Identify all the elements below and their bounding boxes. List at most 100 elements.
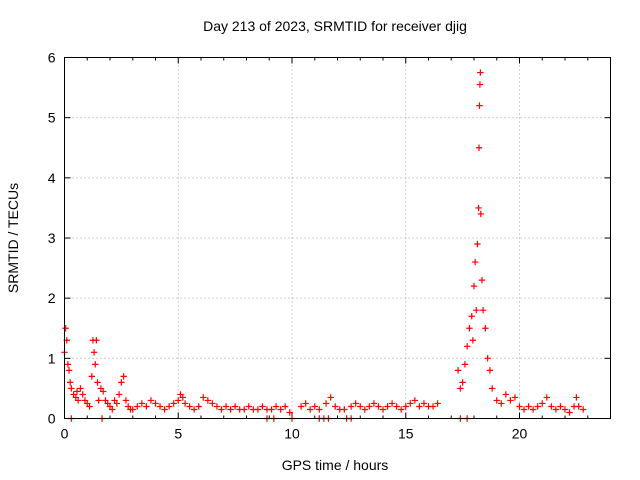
data-point [268, 406, 275, 413]
data-point [165, 403, 173, 410]
data-point [79, 391, 86, 398]
data-point [580, 406, 587, 413]
data-point [416, 403, 423, 410]
data-point [478, 276, 486, 284]
data-point [511, 394, 519, 401]
data-point [227, 406, 234, 413]
data-point [434, 400, 441, 407]
tick-layer: 0 5 10 15 20 0 1 2 3 4 5 6 [48, 50, 611, 442]
data-point [341, 406, 348, 413]
data-point [93, 337, 100, 344]
data-point [388, 400, 396, 407]
data-point [245, 403, 252, 410]
data-point [109, 406, 116, 413]
data-point [68, 385, 75, 392]
data-point [64, 361, 72, 368]
data-point [507, 397, 514, 404]
x-tick-label: 20 [512, 426, 528, 442]
data-point [561, 406, 569, 413]
y-tick-label: 2 [48, 290, 56, 306]
data-point [311, 403, 318, 410]
data-point [379, 406, 387, 413]
data-point [520, 406, 528, 413]
data-point [302, 400, 309, 407]
plot-frame [64, 57, 611, 419]
data-point [461, 361, 469, 368]
data-point [502, 391, 510, 398]
data-point [370, 400, 378, 407]
data-point [493, 397, 500, 404]
chart-title: Day 213 of 2023, SRMTID for receiver dji… [203, 18, 467, 34]
data-point [115, 391, 123, 398]
data-point [218, 406, 225, 413]
data-point [459, 379, 466, 386]
data-point [573, 394, 580, 401]
data-point [477, 210, 485, 218]
data-point [357, 403, 364, 410]
data-point [466, 325, 473, 332]
data-point [557, 403, 564, 410]
data-point [463, 343, 471, 350]
data-point [156, 403, 164, 410]
data-point [366, 403, 373, 410]
data-point [375, 403, 382, 410]
data-point [516, 403, 523, 410]
data-point [152, 400, 159, 407]
data-point [327, 394, 334, 401]
x-tick-label: 10 [284, 426, 300, 442]
data-point [486, 367, 494, 374]
data-point [474, 240, 481, 248]
data-point [195, 403, 202, 410]
data-point [529, 406, 537, 413]
data-point [241, 406, 248, 413]
data-point [73, 388, 81, 395]
data-point [90, 349, 98, 356]
data-point [479, 307, 487, 314]
y-tick-label: 3 [48, 230, 56, 246]
data-point [181, 400, 189, 407]
data-point [347, 403, 355, 410]
data-point [471, 258, 479, 266]
data-point [525, 403, 532, 410]
data-point [88, 373, 95, 380]
x-axis-label: GPS time / hours [282, 457, 389, 473]
data-point [548, 403, 555, 410]
data-point [384, 403, 391, 410]
data-point [498, 400, 505, 407]
data-point [468, 313, 475, 320]
data-point [411, 397, 419, 404]
data-point [307, 406, 314, 413]
data-point [332, 403, 339, 410]
data-point [259, 403, 266, 410]
data-point [322, 400, 330, 407]
y-tick-label: 5 [48, 110, 56, 126]
data-point [222, 403, 230, 410]
data-point [429, 403, 437, 410]
data-point [161, 406, 168, 413]
data-point [575, 403, 582, 410]
data-point [473, 307, 480, 314]
data-point [170, 400, 177, 407]
data-point [254, 406, 262, 413]
data-point [62, 325, 69, 332]
data-point [281, 403, 289, 410]
data-point [420, 400, 428, 407]
data-point [457, 385, 464, 392]
data-point [534, 403, 541, 410]
data-point [361, 406, 368, 413]
data-point [489, 385, 496, 392]
y-tick-label: 4 [48, 170, 56, 186]
data-point [129, 406, 136, 413]
data-point [143, 403, 150, 410]
point-layer [61, 69, 587, 422]
data-point [120, 373, 127, 380]
y-tick-label: 6 [48, 50, 56, 66]
data-point [475, 204, 482, 212]
data-point [476, 102, 483, 109]
data-point [86, 403, 93, 410]
data-point [398, 406, 405, 413]
data-point [475, 144, 483, 151]
data-point [66, 379, 74, 386]
x-tick-label: 0 [61, 426, 69, 442]
data-point [469, 337, 477, 344]
